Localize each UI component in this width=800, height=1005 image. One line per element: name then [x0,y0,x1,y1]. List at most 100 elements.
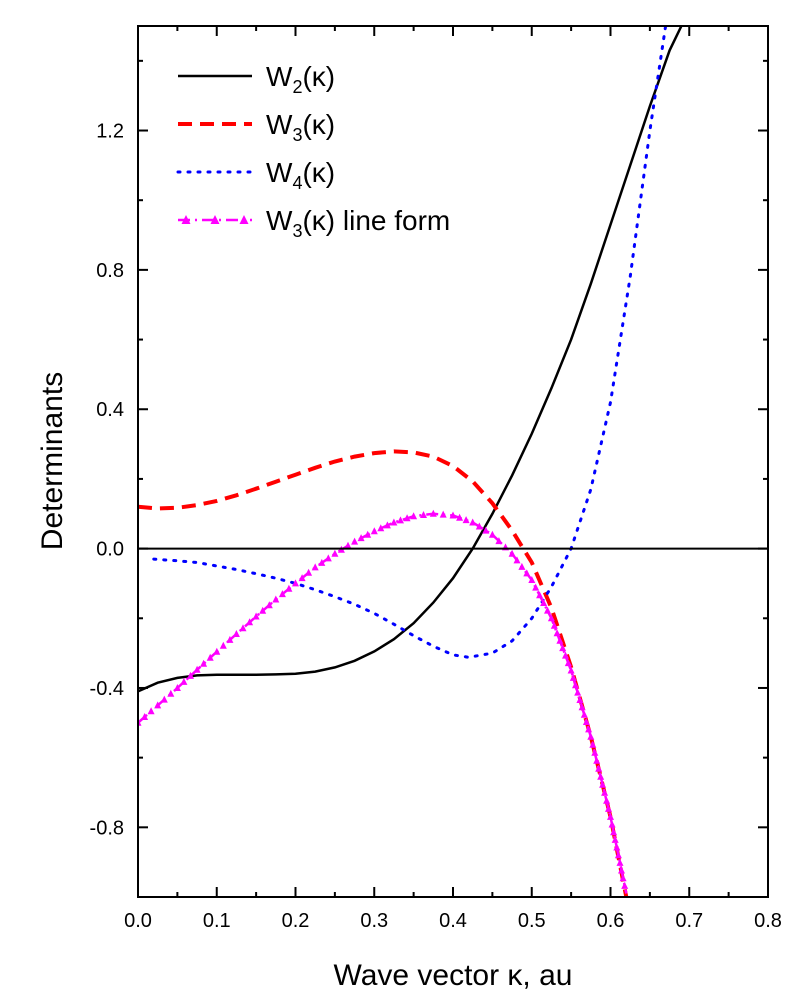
series-marker-4 [608,820,616,828]
series-marker-4 [160,695,168,703]
series-marker-4 [536,591,544,599]
y-tick-label: 0.8 [96,260,124,282]
series-marker-4 [523,569,531,577]
series-marker-4 [532,583,540,591]
series-marker-4 [292,579,299,587]
x-axis-title: Wave vector κ, au [334,959,573,992]
series-marker-4 [578,703,586,711]
series-marker-4 [200,659,208,667]
series-marker-4 [540,599,548,606]
x-tick-label: 0.5 [518,910,546,932]
series-marker-4 [420,511,427,518]
series-marker-4 [232,630,240,637]
series-marker-4 [587,732,595,740]
series-marker-4 [180,677,188,685]
series-marker-4 [585,725,593,733]
series-marker-4 [305,568,313,576]
series-marker-4 [544,606,551,614]
series-marker-4 [239,624,247,632]
series-marker-4 [614,851,622,859]
series-marker-4 [318,558,326,566]
series-marker-4 [618,866,625,874]
series-marker-4 [265,601,273,609]
series-marker-4 [370,527,378,535]
y-tick-label: 1.2 [96,121,124,143]
series-marker-4 [582,718,590,725]
series-marker-4 [550,621,558,629]
series-marker-4 [613,843,621,851]
series-marker-4 [597,772,605,780]
series-marker-4 [580,710,588,718]
series-marker-4 [495,537,503,545]
series-marker-4 [469,518,477,526]
series-marker-4 [351,537,359,545]
series-marker-4 [607,812,614,820]
series-marker-4 [226,635,234,643]
series-marker-4 [429,509,437,517]
series-marker-4 [383,521,391,529]
series-marker-4 [187,671,194,679]
series-marker-4 [311,563,319,571]
series-marker-4 [591,748,599,756]
x-tick-label: 0.7 [675,910,703,932]
series-marker-4 [246,618,254,626]
series-marker-4 [475,522,483,530]
series-marker-4 [272,595,280,603]
legend-marker-4 [181,215,191,224]
legend: W2(κ) W3(κ) W4(κ) W3(κ) line form [176,61,450,241]
series-marker-4 [403,514,411,522]
series-layer [138,26,683,897]
series-marker-4 [593,756,601,764]
series-marker-4 [562,651,569,659]
legend-marker-4 [239,215,249,224]
series-marker-4 [298,574,306,582]
series-marker-4 [193,665,201,673]
series-marker-4 [518,562,526,570]
series-marker-4 [364,530,372,538]
series-marker-4 [589,740,597,748]
y-tick-label: 0.0 [96,539,124,561]
x-tick-label: 0.4 [439,910,467,932]
series-marker-4 [572,681,579,689]
series-marker-4 [439,510,447,518]
legend-label-4: W3(κ) line form [266,205,450,241]
series-marker-4 [259,606,267,614]
series-marker-4 [344,541,352,549]
series-marker-4 [605,804,612,812]
x-tick-label: 0.6 [597,910,625,932]
series-marker-4 [595,764,603,772]
x-tick-label: 0.2 [282,910,310,932]
series-marker-4 [547,614,555,622]
series-line-4 [138,512,628,894]
ticks-layer: 0.0 0.1 0.2 0.3 0.4 0.5 0.6 0.7 0.8 -0.8 -0.4 0.0 0.… [90,26,782,932]
series-marker-4 [410,512,418,520]
x-tick-label: 0.3 [360,910,388,932]
series-marker-4 [603,796,611,804]
series-marker-4 [331,549,339,557]
series-marker-4 [252,612,260,620]
series-marker-4 [576,696,584,703]
x-tick-label: 0.8 [754,910,782,932]
series-marker-4 [569,673,577,681]
series-marker-4 [513,556,521,564]
series-line-1 [138,26,683,693]
series-marker-4 [616,858,624,866]
series-line-2 [138,449,629,897]
series-marker-4 [610,828,618,836]
legend-label-3: W4(κ) [266,157,335,193]
series-marker-4 [173,684,181,691]
series-marker-4 [147,707,155,715]
series-marker-4 [278,590,286,598]
y-tick-label: -0.8 [90,817,124,839]
series-marker-4 [621,881,629,889]
series-marker-4 [482,526,490,534]
series-marker-4 [567,666,575,674]
y-axis-title: Determinants [36,372,69,550]
x-tick-label: 0.0 [124,910,152,932]
series-marker-4 [206,653,214,661]
series-marker-4 [390,518,398,526]
series-marker-4 [462,516,470,524]
legend-label-1: W2(κ) [266,61,335,97]
series-marker-4 [154,701,162,709]
